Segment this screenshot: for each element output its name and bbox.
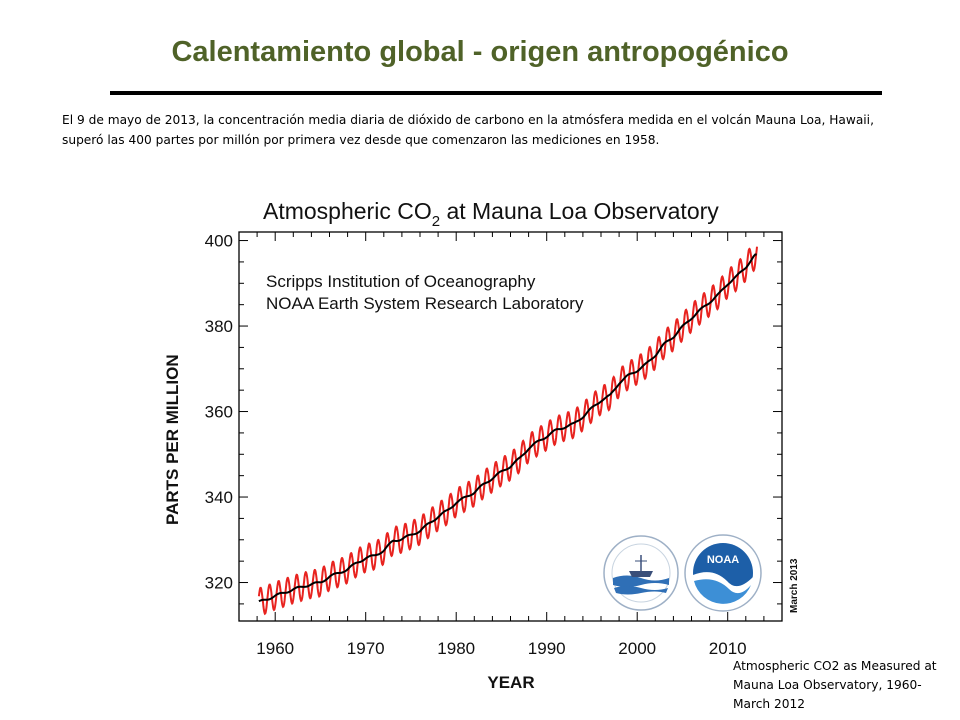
x-tick-label: 2010 [709, 639, 747, 658]
y-tick-label: 340 [205, 488, 233, 507]
scripps-logo [603, 535, 679, 611]
y-tick-label: 400 [205, 232, 233, 251]
annotation-scripps: Scripps Institution of Oceanography [266, 272, 536, 291]
x-tick-label: 2000 [618, 639, 656, 658]
march-2013-note: March 2013 [789, 558, 800, 613]
slide-title: Calentamiento global - origen antropogén… [171, 36, 789, 68]
y-tick-label: 320 [205, 574, 233, 593]
chart-svg: Atmospheric CO2 at Mauna Loa Observatory… [163, 198, 800, 692]
x-tick-label: 1960 [256, 639, 294, 658]
title-underline [110, 91, 882, 95]
x-tick-label: 1990 [528, 639, 566, 658]
x-tick-label: 1980 [437, 639, 475, 658]
annotation-noaa: NOAA Earth System Research Laboratory [266, 294, 584, 313]
chart-title: Atmospheric CO2 at Mauna Loa Observatory [263, 198, 719, 230]
y-tick-label: 360 [205, 403, 233, 422]
figure-caption: Atmospheric CO2 as Measured at Mauna Loa… [733, 659, 937, 711]
x-axis-label: YEAR [487, 673, 534, 692]
co2-chart: Atmospheric CO2 at Mauna Loa Observatory… [160, 185, 810, 695]
noaa-logo-text: NOAA [707, 554, 739, 566]
intro-paragraph: El 9 de mayo de 2013, la concentración m… [62, 113, 874, 147]
y-axis-label: PARTS PER MILLION [163, 354, 182, 525]
noaa-logo: NOAA [684, 534, 762, 612]
y-tick-label: 380 [205, 317, 233, 336]
x-tick-label: 1970 [347, 639, 385, 658]
co2-trend-line [258, 253, 757, 603]
co2-monthly-line [257, 246, 758, 616]
